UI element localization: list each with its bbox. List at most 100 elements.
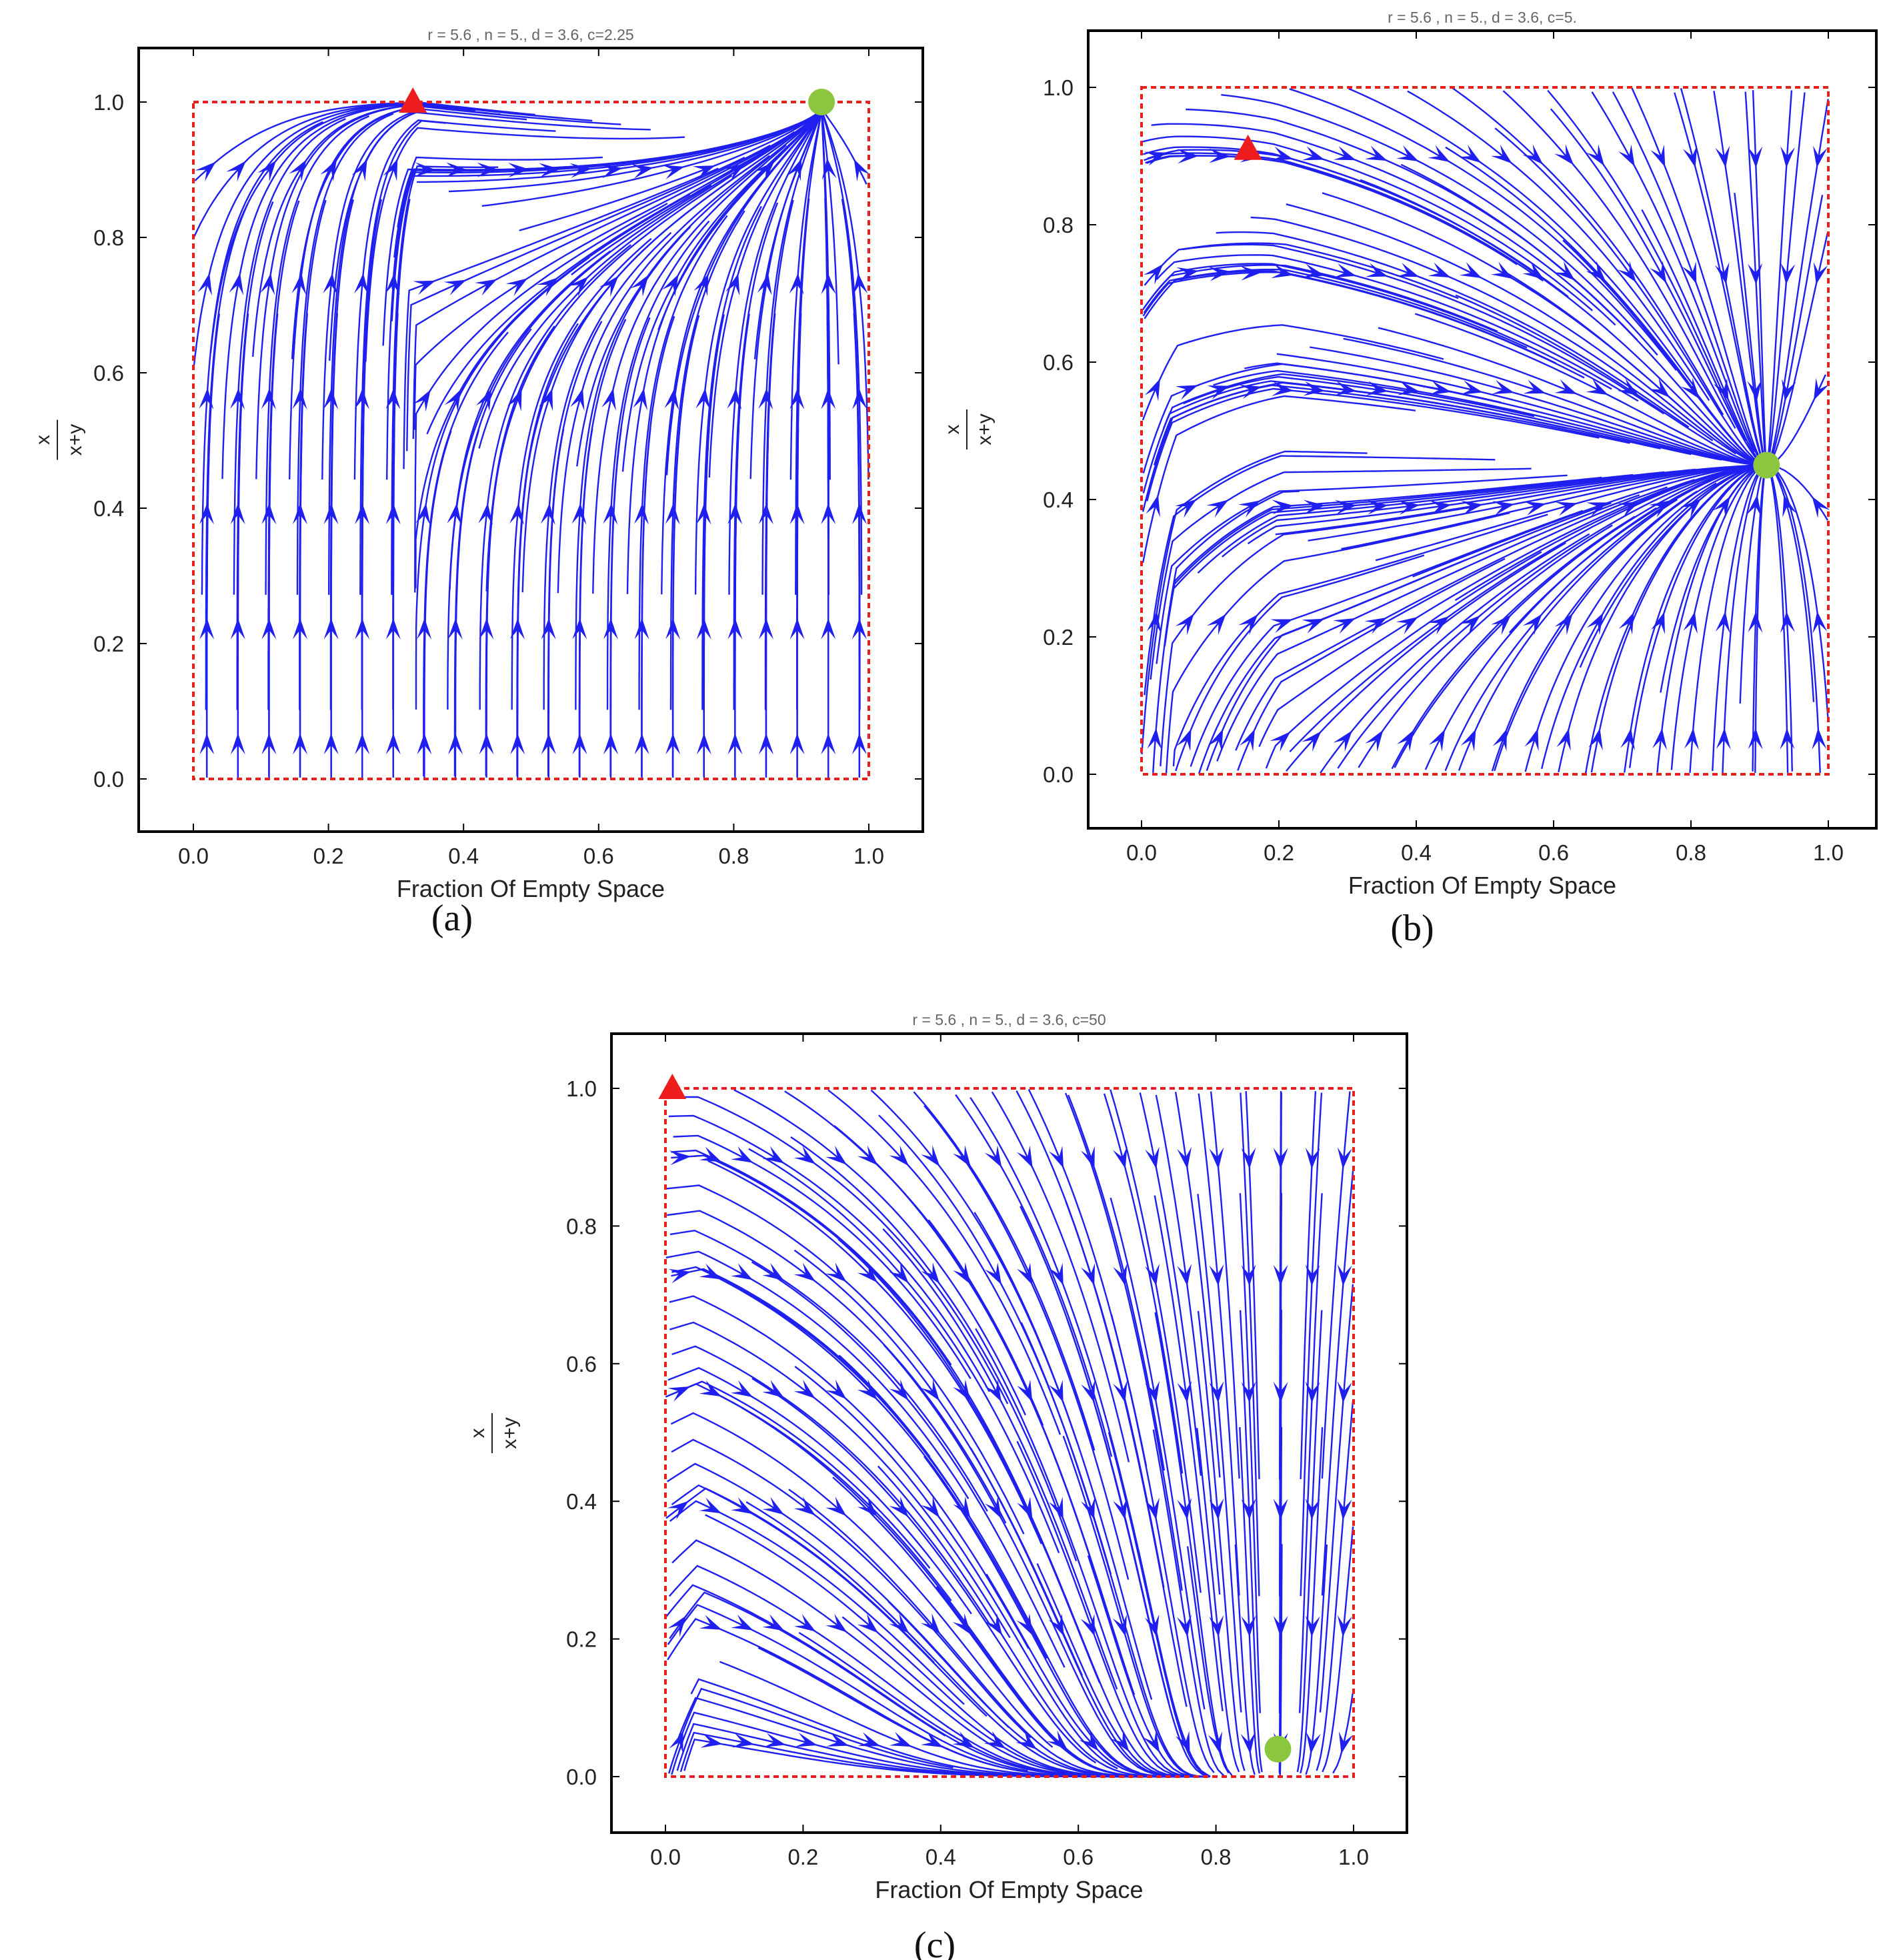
stream-arrowhead — [1337, 1498, 1352, 1521]
stream-arrowhead — [1177, 1615, 1192, 1637]
stream-arrowhead — [1459, 615, 1481, 635]
stream-arrowhead — [889, 1262, 909, 1284]
stream-arrowhead — [507, 388, 522, 411]
streamline — [1144, 152, 1544, 282]
stream-arrowhead — [953, 1496, 971, 1519]
streamline — [671, 1380, 931, 1569]
streamline — [1765, 461, 1789, 773]
streamline — [1110, 1197, 1206, 1710]
streamline — [1547, 89, 1747, 441]
streamline — [1198, 1093, 1240, 1596]
stream-arrowhead — [510, 618, 525, 640]
y-axis-label-numerator: x — [32, 435, 54, 445]
stream-arrowhead — [821, 157, 837, 180]
stream-arrowhead — [1209, 1498, 1224, 1521]
stream-arrowhead — [320, 159, 337, 182]
streamline — [1153, 384, 1630, 465]
streamline — [449, 184, 712, 590]
stream-arrowhead — [1780, 146, 1796, 168]
streamline — [267, 200, 300, 710]
stream-arrowhead — [1241, 1147, 1256, 1170]
streamline — [414, 202, 668, 593]
streamline — [734, 313, 750, 776]
stream-arrowhead — [1365, 263, 1388, 277]
streamline — [1310, 346, 1772, 470]
stream-arrowhead — [1617, 378, 1640, 396]
stream-arrowhead — [1648, 377, 1670, 398]
streamline — [1400, 163, 1768, 467]
stream-arrowhead — [1240, 1732, 1256, 1755]
streamline — [753, 109, 823, 359]
stream-arrowhead — [323, 387, 339, 409]
stream-arrowhead — [1241, 1264, 1256, 1286]
plot-frame — [610, 1032, 1408, 1834]
stream-arrowhead — [731, 1146, 753, 1163]
stream-arrowhead — [444, 389, 461, 412]
stream-arrowhead — [1812, 611, 1828, 634]
streamline — [638, 215, 728, 710]
streamline — [1065, 1200, 1188, 1707]
stream-arrowhead — [696, 618, 711, 640]
streamline — [252, 103, 593, 357]
stream-arrowhead — [1240, 265, 1262, 281]
stream-arrowhead — [537, 277, 558, 297]
streamline — [236, 201, 274, 710]
streamline — [1143, 268, 1528, 349]
streamline — [426, 115, 817, 435]
stream-arrowhead — [693, 273, 709, 297]
streamline — [818, 102, 863, 595]
stream-arrowhead — [1175, 499, 1197, 518]
streamline — [882, 1228, 1118, 1690]
stream-arrowhead — [1337, 1264, 1352, 1286]
streamline — [1766, 90, 1793, 469]
x-tick-label: 0.2 — [313, 844, 344, 868]
streamline — [1139, 1092, 1202, 1477]
streamline — [265, 115, 370, 595]
stream-arrowhead — [1524, 501, 1546, 516]
stream-arrowhead — [1813, 377, 1830, 401]
stream-arrowhead — [762, 1262, 785, 1281]
stream-arrowhead — [1715, 145, 1730, 168]
stream-arrowhead — [261, 387, 276, 410]
stream-arrowhead — [509, 503, 524, 526]
streamline — [709, 1273, 1048, 1659]
stream-arrowhead — [1047, 1730, 1068, 1751]
stream-arrowhead — [985, 1379, 1002, 1402]
stream-arrowhead — [1305, 1264, 1320, 1286]
streamline — [1360, 179, 1769, 468]
streamline — [1182, 243, 1665, 415]
stream-arrowhead — [725, 273, 740, 296]
streamline — [1141, 450, 1368, 755]
stream-arrowhead — [889, 1731, 912, 1747]
streamline — [1451, 87, 1724, 415]
y-axis-label: x x+y — [32, 419, 86, 460]
stream-arrowhead — [699, 1263, 722, 1280]
streamline — [1276, 353, 1774, 467]
streamline — [478, 108, 823, 449]
x-tick-label: 1.0 — [1813, 840, 1844, 865]
streamline — [1689, 461, 1772, 773]
stream-arrowhead — [1049, 1497, 1064, 1520]
stream-arrowhead — [793, 1146, 816, 1164]
stream-arrowhead — [1491, 261, 1514, 279]
streamline — [675, 1697, 1156, 1778]
stream-arrowhead — [1145, 1380, 1160, 1403]
stream-arrowhead — [1241, 1615, 1256, 1637]
streamline — [1239, 1310, 1263, 1773]
stream-arrowhead — [1365, 730, 1384, 752]
stream-arrowhead — [1522, 614, 1542, 636]
stream-arrowhead — [1333, 618, 1356, 634]
streamline — [1245, 1091, 1260, 1479]
stream-arrowhead — [667, 1386, 691, 1402]
stream-arrowhead — [1556, 728, 1571, 751]
stream-arrowhead — [1016, 1145, 1033, 1168]
streamline — [1763, 461, 1821, 773]
stream-arrowhead — [1522, 261, 1544, 280]
streamline — [1590, 467, 1752, 773]
stream-arrowhead — [195, 161, 216, 182]
stream-arrowhead — [230, 387, 245, 410]
stream-arrowhead — [1145, 1146, 1160, 1169]
streamline — [454, 429, 480, 778]
stream-arrowhead — [1364, 617, 1388, 634]
streamline — [557, 155, 770, 594]
